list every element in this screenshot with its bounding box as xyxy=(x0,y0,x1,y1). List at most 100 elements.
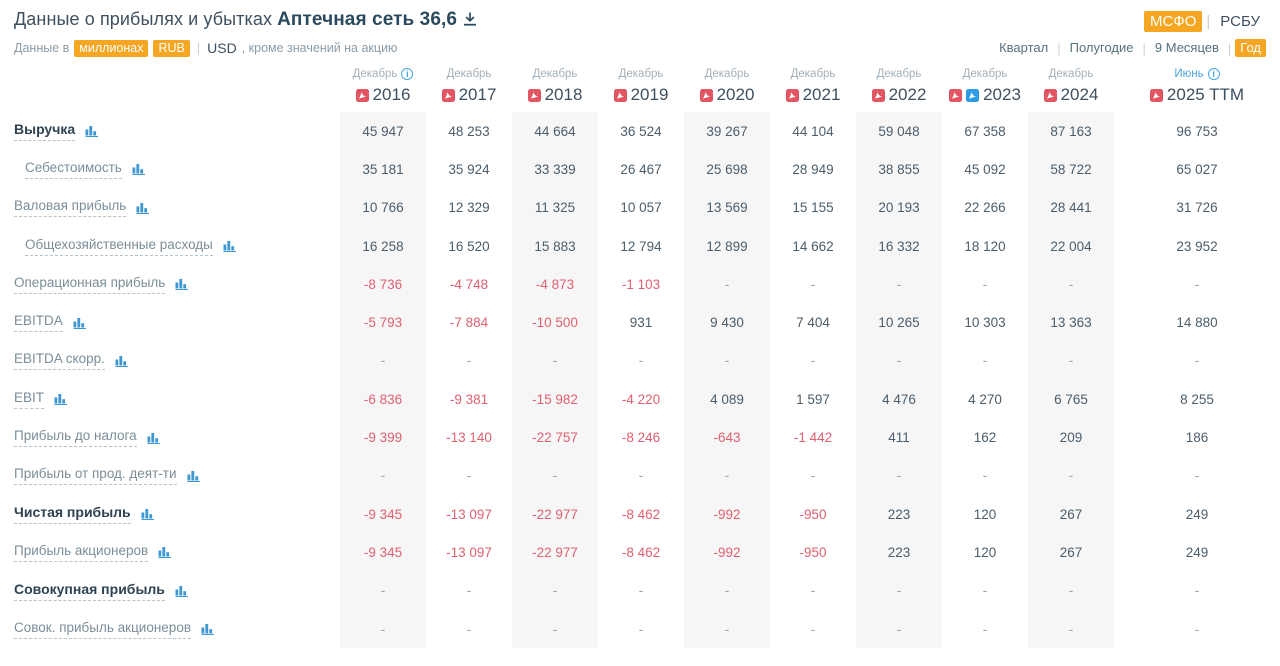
cell-value: 35 924 xyxy=(448,161,490,177)
table-row: Совок. прибыль акционеров - - - - - - - - - - xyxy=(0,609,1280,649)
value-cell: 12 794 xyxy=(598,227,684,265)
period-9 Месяцев[interactable]: 9 Месяцев xyxy=(1154,40,1219,55)
table-row: Прибыль до налога -9 399 -13 140 -22 757 -8 … xyxy=(0,418,1280,457)
cell-value: 10 766 xyxy=(362,200,404,216)
bar-chart-icon[interactable] xyxy=(115,355,129,367)
bar-chart-icon[interactable] xyxy=(201,623,215,635)
column-month-label: Июнь i xyxy=(1114,67,1280,81)
column-header-2022: Декабрь 2022 xyxy=(856,65,942,105)
value-cell: -7 884 xyxy=(426,303,512,341)
value-cell: -22 757 xyxy=(512,418,598,457)
column-year-text: 2025 TTM xyxy=(1166,85,1245,104)
value-cell: -22 977 xyxy=(512,533,598,572)
pdf-icon-red[interactable] xyxy=(699,88,713,102)
cell-value: 36 524 xyxy=(620,123,662,139)
value-cell: -950 xyxy=(770,495,856,533)
column-header-2020: Декабрь 2020 xyxy=(684,65,770,105)
row-label[interactable]: Общехозяйственные расходы xyxy=(25,237,213,256)
bar-chart-icon[interactable] xyxy=(175,278,189,291)
info-icon[interactable]: i xyxy=(401,68,414,80)
cell-value: 9 430 xyxy=(710,315,744,331)
value-cell: - xyxy=(598,457,684,495)
value-cell: -8 462 xyxy=(598,495,684,533)
info-icon[interactable]: i xyxy=(1207,68,1220,80)
pdf-icon-red[interactable] xyxy=(949,88,963,102)
value-cell: -6 836 xyxy=(340,380,426,419)
bar-chart-icon[interactable] xyxy=(54,393,68,406)
bar-chart-icon[interactable] xyxy=(132,163,146,176)
cell-value: - xyxy=(896,621,902,637)
cell-value: - xyxy=(1194,468,1200,484)
cell-value: 267 xyxy=(1059,544,1083,560)
pdf-icon-red[interactable] xyxy=(1149,88,1163,102)
pdf-icon-red[interactable] xyxy=(527,88,541,102)
row-label-cell: Чистая прибыль xyxy=(0,495,340,533)
pdf-icon-red[interactable] xyxy=(355,88,369,102)
value-cell: 16 520 xyxy=(426,227,512,265)
cell-value: 1 597 xyxy=(796,391,830,407)
row-label[interactable]: Совокупная прибыль xyxy=(14,581,165,601)
value-cell: - xyxy=(684,609,770,649)
standard-МСФО[interactable]: МСФО xyxy=(1143,11,1203,32)
cell-value: - xyxy=(896,468,902,484)
value-cell: 35 924 xyxy=(426,150,512,188)
row-label[interactable]: Совок. прибыль акционеров xyxy=(14,620,191,639)
period-Полугодие[interactable]: Полугодие xyxy=(1069,40,1134,55)
pdf-icon-red[interactable] xyxy=(613,88,627,102)
bar-chart-icon[interactable] xyxy=(175,585,189,597)
bar-chart-icon[interactable] xyxy=(147,432,161,444)
bar-chart-icon[interactable] xyxy=(85,125,99,138)
bar-chart-icon[interactable] xyxy=(73,317,87,329)
row-label[interactable]: Прибыль от прод. деят-ти xyxy=(14,466,177,486)
units-millions-toggle[interactable]: миллионах xyxy=(74,39,149,57)
cell-value: 16 258 xyxy=(362,238,404,254)
row-label-cell: EBITDA xyxy=(0,303,340,341)
value-cell: 20 193 xyxy=(856,188,942,227)
pdf-icon-red[interactable] xyxy=(871,88,885,102)
row-label[interactable]: Прибыль акционеров xyxy=(14,543,149,562)
bar-chart-icon[interactable] xyxy=(136,202,150,214)
value-cell: - xyxy=(426,457,512,495)
row-label[interactable]: Выручка xyxy=(14,121,76,142)
bar-chart-icon[interactable] xyxy=(158,546,172,559)
download-icon[interactable] xyxy=(464,10,477,31)
row-label[interactable]: Чистая прибыль xyxy=(14,504,131,525)
value-cell: - xyxy=(770,342,856,380)
column-header-2018: Декабрь 2018 xyxy=(512,65,598,105)
standard-РСБУ[interactable]: РСБУ xyxy=(1220,13,1260,30)
bar-chart-icon[interactable] xyxy=(187,470,201,482)
currency-rub-toggle[interactable]: RUB xyxy=(153,39,190,57)
column-month-text: Декабрь xyxy=(876,68,922,80)
row-label[interactable]: Себестоимость xyxy=(25,160,122,179)
bar-chart-icon[interactable] xyxy=(141,508,155,521)
pdf-icon-red[interactable] xyxy=(1043,88,1057,102)
pdf-icon-blue[interactable] xyxy=(966,88,980,102)
value-cell: -10 500 xyxy=(512,303,598,342)
cell-value: - xyxy=(896,276,902,292)
pdf-icon-red[interactable] xyxy=(441,88,455,102)
period-Год[interactable]: Год xyxy=(1235,39,1266,57)
currency-usd-toggle[interactable]: USD xyxy=(207,40,237,56)
table-row: Общехозяйственные расходы 16 258 16 520 15 … xyxy=(0,226,1280,266)
column-year-label: 2019 xyxy=(598,85,684,105)
separator: | xyxy=(1057,40,1061,56)
column-header-2019: Декабрь 2019 xyxy=(598,65,684,105)
row-label-cell: Прибыль от прод. деят-ти xyxy=(0,457,340,495)
period-Квартал[interactable]: Квартал xyxy=(999,40,1049,55)
row-label[interactable]: Прибыль до налога xyxy=(14,428,137,448)
value-cell: 249 xyxy=(1114,495,1280,533)
cell-value: 44 664 xyxy=(534,123,576,139)
value-cell: -13 097 xyxy=(426,495,512,533)
column-year-label: 2022 xyxy=(856,85,942,105)
row-label[interactable]: EBITDA xyxy=(14,313,63,333)
row-label[interactable]: Валовая прибыль xyxy=(14,198,127,218)
cell-value: 4 270 xyxy=(968,391,1002,407)
cell-value: 13 569 xyxy=(706,200,748,216)
row-label[interactable]: EBIT xyxy=(14,390,45,409)
row-label[interactable]: EBITDA скорр. xyxy=(14,351,105,371)
pdf-icon-red[interactable] xyxy=(785,88,799,102)
row-label[interactable]: Операционная прибыль xyxy=(14,275,166,294)
cell-value: -992 xyxy=(713,544,741,560)
column-year-label: 2020 xyxy=(684,85,770,105)
bar-chart-icon[interactable] xyxy=(223,240,237,253)
